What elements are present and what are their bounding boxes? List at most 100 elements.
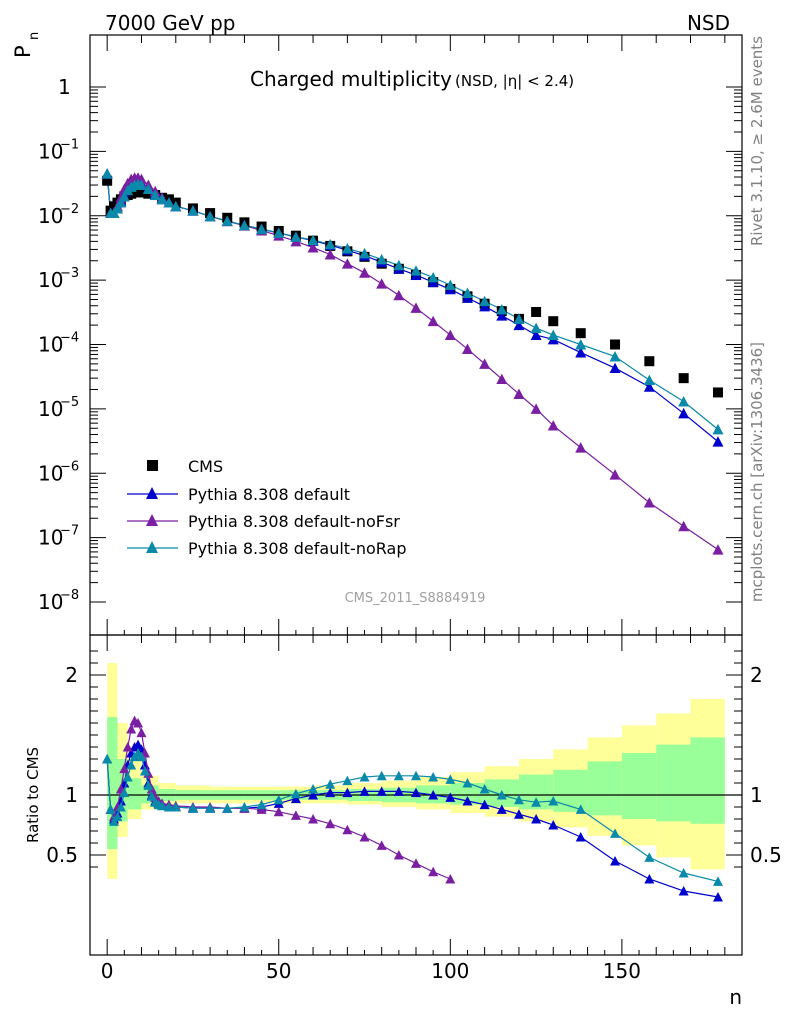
ratio-data-point [109, 816, 120, 826]
y-tick-label-base: 10 [38, 397, 63, 421]
y-tick-label-base: 10 [38, 139, 63, 163]
mc-data-point [530, 329, 542, 341]
ratio-data-point [644, 874, 655, 884]
ratio-data-point [610, 828, 621, 838]
ratio-data-point [122, 742, 133, 752]
ratio-tick-label-left: 1 [65, 783, 78, 807]
mc-data-point [643, 374, 655, 386]
mc-data-point [530, 403, 542, 414]
ratio-data-point [133, 718, 144, 728]
y-tick-label-base: 10 [38, 333, 63, 357]
y-tick-label-base: 10 [38, 590, 63, 614]
mc-data-point [341, 242, 353, 254]
ratio-data-point [239, 802, 250, 812]
y-tick-label-exp: −5 [60, 395, 79, 410]
y-axis-label-p: P [11, 45, 35, 58]
mc-data-point [479, 295, 491, 307]
y-axis-label-main: P n [11, 32, 42, 58]
ratio-data-point [531, 797, 542, 807]
mc-data-point [393, 259, 405, 271]
ratio-uncertainty-bands [107, 663, 725, 879]
main-panel: 110−110−210−310−410−510−610−710−8 Charge… [11, 32, 743, 636]
y-axis-label-p-sub: n [27, 32, 42, 40]
ratio-data-point [548, 820, 559, 830]
mc-data-point [444, 279, 456, 290]
legend-label-default: Pythia 8.308 default [188, 485, 350, 504]
ratio-data-point [139, 766, 150, 776]
ratio-data-point [325, 818, 336, 829]
mc-data-point [461, 287, 473, 298]
mc-data-point [575, 442, 587, 453]
ratio-data-point [496, 804, 507, 814]
ratio-data-point [575, 832, 586, 842]
mc-data-point [204, 210, 216, 222]
ratio-data-point [575, 804, 586, 814]
ratio-data-point [462, 778, 473, 788]
ratio-band-inner [621, 753, 657, 819]
y-tick-label-base: 10 [38, 268, 63, 292]
mc-data-point [444, 329, 456, 341]
ratio-data-point [428, 772, 439, 782]
ratio-data-point [308, 784, 319, 794]
mc-data-point [410, 302, 422, 313]
ratio-data-point [146, 791, 157, 801]
ratio-data-point [428, 866, 439, 877]
mc-data-point [341, 258, 353, 269]
side-label-mcplots: mcplots.cern.ch [arXiv:1306.3436] [748, 342, 766, 602]
mc-data-point [170, 200, 182, 212]
cms-data-point [575, 328, 586, 339]
ratio-band-inner [587, 761, 622, 816]
ratio-data-point [513, 809, 524, 819]
y-tick-label-exp: −4 [60, 331, 79, 346]
ratio-band-inner [690, 737, 725, 824]
mc-data-point [238, 219, 250, 231]
ratio-band-inner [107, 717, 118, 849]
mc-data-point [115, 197, 127, 208]
mc-data-point [135, 179, 147, 190]
main-title: Charged multiplicity [250, 67, 452, 91]
mc-data-point [530, 322, 542, 334]
mc-data-point [393, 289, 405, 301]
ratio-tick-label-right: 0.5 [750, 843, 782, 867]
mc-data-point [376, 278, 388, 289]
mc-data-point [643, 381, 655, 392]
ratio-data-point [610, 856, 621, 866]
ratio-data-point [479, 799, 490, 810]
legend-marker-norap [146, 541, 158, 553]
ratio-data-point [712, 892, 723, 902]
watermark: CMS_2011_S8884919 [345, 591, 486, 606]
x-tick-label: 150 [603, 959, 641, 983]
ratio-data-point [256, 799, 267, 810]
ratio-data-point [119, 763, 130, 774]
ratio-data-point [359, 786, 370, 796]
cms-data-point [678, 373, 689, 384]
legend: CMS Pythia 8.308 default Pythia 8.308 de… [127, 457, 406, 558]
ratio-band-inner [656, 744, 691, 822]
ratio-series-group [102, 715, 723, 902]
y-tick-label-exp: −3 [60, 266, 79, 281]
mc-data-point [427, 315, 439, 327]
mc-data-point [410, 265, 422, 276]
mc-data-point [359, 247, 371, 259]
ratio-data-point [115, 802, 126, 812]
mc-data-point [609, 469, 621, 480]
ratio-data-point [411, 770, 421, 781]
legend-label-cms: CMS [188, 457, 223, 476]
mc-data-point [513, 319, 525, 331]
mc-data-point [678, 396, 690, 407]
cms-data-point [712, 387, 723, 398]
mc-data-point [221, 215, 233, 226]
ratio-data-point [678, 886, 689, 896]
y-tick-label-base: 10 [38, 526, 63, 550]
ratio-data-point [308, 790, 319, 800]
main-series-group [101, 168, 724, 555]
mc-data-point [678, 407, 690, 419]
ratio-data-point [112, 811, 123, 822]
mc-data-point [547, 420, 559, 431]
ratio-data-point [256, 804, 267, 814]
y-tick-label-exp: −6 [60, 459, 79, 474]
ratio-data-point [187, 803, 198, 813]
mc-data-point [496, 303, 508, 315]
y-tick-label-exp: −2 [60, 202, 79, 217]
ratio-data-point [342, 787, 353, 798]
